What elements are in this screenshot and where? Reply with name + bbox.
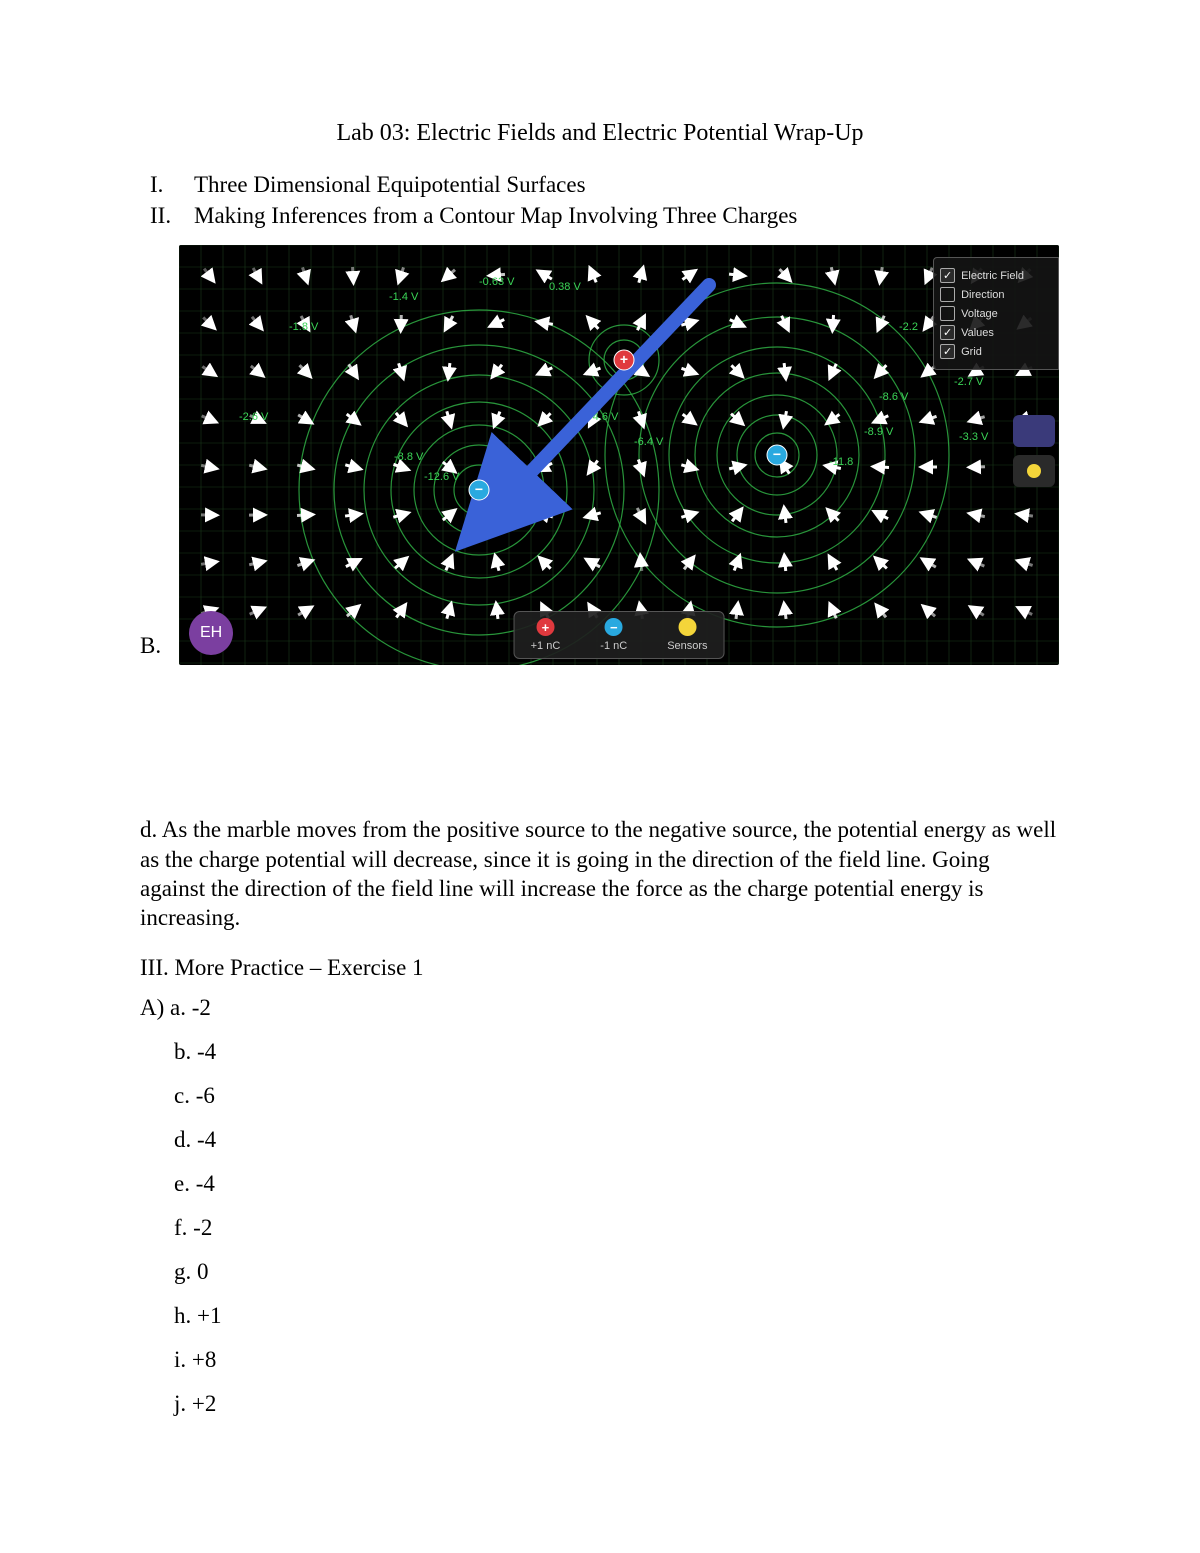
answer-item: h. +1 bbox=[174, 1303, 1060, 1329]
svg-text:-2.6 V: -2.6 V bbox=[239, 411, 269, 423]
toolbox bbox=[1009, 415, 1059, 487]
svg-text:-6.4 V: -6.4 V bbox=[634, 436, 664, 448]
answer-item: b. -4 bbox=[174, 1039, 1060, 1065]
svg-text:0.38 V: 0.38 V bbox=[549, 281, 581, 293]
answer-item: A) a. -2 bbox=[140, 995, 1060, 1021]
option-grid[interactable]: Grid bbox=[940, 344, 1052, 359]
svg-text:-0.63 V: -0.63 V bbox=[479, 276, 515, 288]
checkbox-icon bbox=[940, 306, 955, 321]
figure-label: B. bbox=[140, 633, 161, 665]
answer-item: d. -4 bbox=[174, 1127, 1060, 1153]
page-title: Lab 03: Electric Fields and Electric Pot… bbox=[140, 120, 1060, 147]
option-voltage[interactable]: Voltage bbox=[940, 306, 1052, 321]
user-badge: EH bbox=[189, 611, 233, 655]
svg-text:-8.8 V: -8.8 V bbox=[394, 451, 424, 463]
answer-item: i. +8 bbox=[174, 1347, 1060, 1373]
outline-text: Making Inferences from a Contour Map Inv… bbox=[194, 200, 797, 231]
checkbox-icon bbox=[940, 325, 955, 340]
option-direction[interactable]: Direction bbox=[940, 287, 1052, 302]
charge-tray: + +1 nC − -1 nC Sensors bbox=[514, 611, 725, 659]
tray-positive-charge[interactable]: + +1 nC bbox=[531, 618, 561, 652]
svg-text:-1.8 V: -1.8 V bbox=[289, 321, 319, 333]
svg-text:-8.9 V: -8.9 V bbox=[864, 426, 894, 438]
answer-item: g. 0 bbox=[174, 1259, 1060, 1285]
outline-list: I. Three Dimensional Equipotential Surfa… bbox=[150, 169, 1060, 231]
svg-text:-12.6 V: -12.6 V bbox=[424, 471, 460, 483]
checkbox-icon bbox=[940, 344, 955, 359]
svg-text:-2.7 V: -2.7 V bbox=[954, 376, 984, 388]
phet-simulation-screenshot: -1.8 V -1.4 V -0.63 V 0.38 V -2.6 V -2.2 -2.7 … bbox=[179, 245, 1059, 665]
tray-label: +1 nC bbox=[531, 640, 561, 652]
paragraph-d: d. As the marble moves from the positive… bbox=[140, 815, 1060, 933]
svg-text:-2.2: -2.2 bbox=[899, 321, 918, 333]
option-label: Voltage bbox=[961, 308, 998, 320]
option-label: Values bbox=[961, 327, 994, 339]
answer-item: f. -2 bbox=[174, 1215, 1060, 1241]
sensor-icon bbox=[678, 618, 696, 636]
answers-list: A) a. -2 b. -4 c. -6 d. -4 e. -4 f. -2 g. 0 h.… bbox=[140, 995, 1060, 1417]
option-electric-field[interactable]: Electric Field bbox=[940, 268, 1052, 283]
option-label: Electric Field bbox=[961, 270, 1024, 282]
tray-label: -1 nC bbox=[600, 640, 627, 652]
outline-item: II. Making Inferences from a Contour Map… bbox=[150, 200, 1060, 231]
answer-item: j. +2 bbox=[174, 1391, 1060, 1417]
outline-text: Three Dimensional Equipotential Surfaces bbox=[194, 169, 586, 200]
tray-negative-charge[interactable]: − -1 nC bbox=[600, 618, 627, 652]
document-page: Lab 03: Electric Fields and Electric Pot… bbox=[0, 0, 1200, 1553]
outline-num: I. bbox=[150, 169, 194, 200]
svg-text:-8.6 V: -8.6 V bbox=[879, 391, 909, 403]
minus-icon: − bbox=[605, 618, 623, 636]
sensor-tool-icon[interactable] bbox=[1013, 455, 1055, 487]
option-label: Grid bbox=[961, 346, 982, 358]
answer-item: c. -6 bbox=[174, 1083, 1060, 1109]
checkbox-icon bbox=[940, 268, 955, 283]
answer-item: e. -4 bbox=[174, 1171, 1060, 1197]
tray-label: Sensors bbox=[667, 640, 707, 652]
option-values[interactable]: Values bbox=[940, 325, 1052, 340]
svg-text:-1.4 V: -1.4 V bbox=[389, 291, 419, 303]
tray-sensor[interactable]: Sensors bbox=[667, 618, 707, 652]
outline-num: II. bbox=[150, 200, 194, 231]
plus-icon: + bbox=[536, 618, 554, 636]
option-label: Direction bbox=[961, 289, 1004, 301]
svg-text:−: − bbox=[773, 446, 781, 462]
checkbox-icon bbox=[940, 287, 955, 302]
outline-item: I. Three Dimensional Equipotential Surfa… bbox=[150, 169, 1060, 200]
options-panel: Electric Field Direction Voltage Values … bbox=[933, 257, 1059, 370]
svg-text:-3.3 V: -3.3 V bbox=[959, 431, 989, 443]
svg-text:-11.8: -11.8 bbox=[829, 456, 853, 468]
section-3-heading: III. More Practice – Exercise 1 bbox=[140, 955, 1060, 981]
svg-text:+: + bbox=[620, 351, 628, 367]
measure-tool-icon[interactable] bbox=[1013, 415, 1055, 447]
svg-text:−: − bbox=[475, 481, 483, 497]
